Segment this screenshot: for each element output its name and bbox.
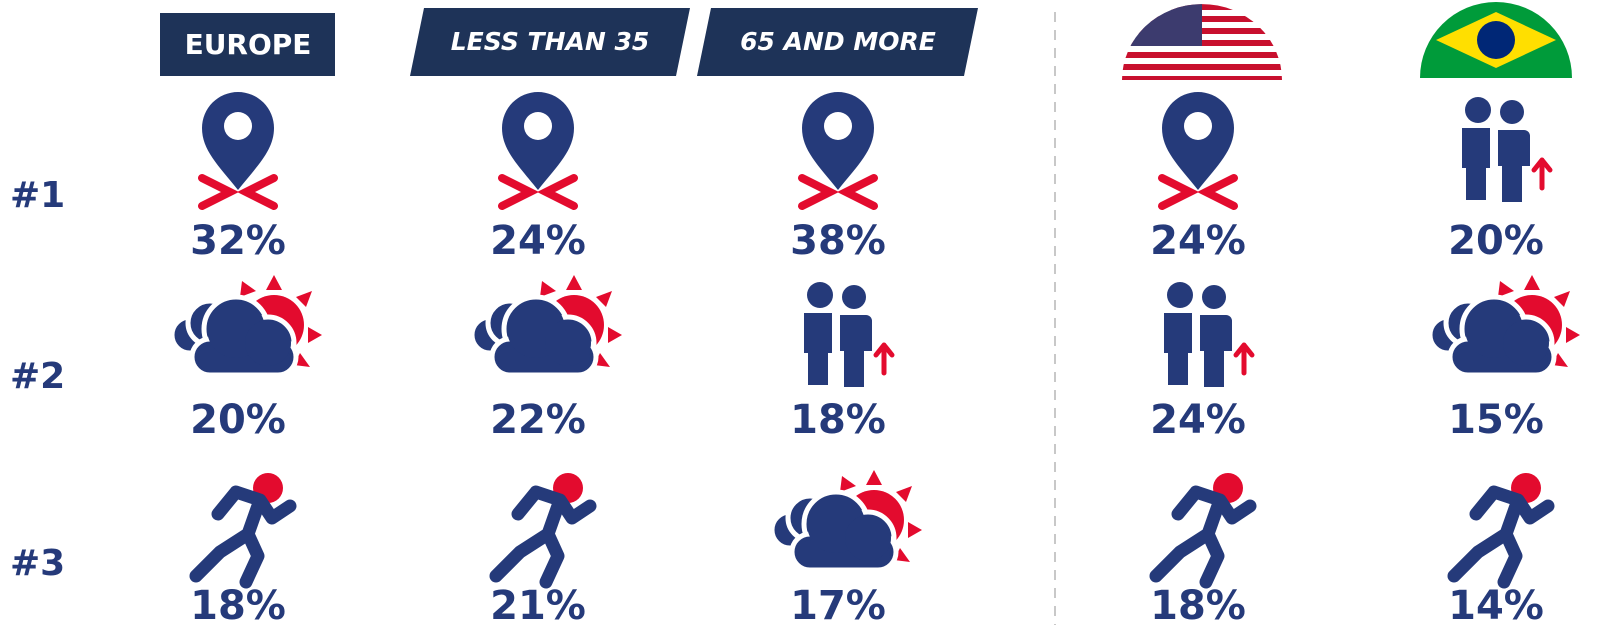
icon-cloud bbox=[772, 470, 922, 570]
percent-value: 14% bbox=[1448, 583, 1544, 629]
percent-value: 20% bbox=[1448, 218, 1544, 264]
header-box bbox=[697, 8, 978, 76]
percent-value: 24% bbox=[1150, 218, 1246, 264]
percent-value: 22% bbox=[490, 397, 586, 443]
icon-pin bbox=[202, 92, 274, 206]
percent-value: 38% bbox=[790, 218, 886, 264]
percent-value: 18% bbox=[790, 397, 886, 443]
icon-cloud bbox=[1430, 275, 1580, 375]
icon-runner bbox=[496, 473, 590, 582]
percent-value: 21% bbox=[490, 583, 586, 629]
icon-pin bbox=[1162, 92, 1234, 206]
icon-people bbox=[804, 282, 892, 387]
percent-value: 18% bbox=[1150, 583, 1246, 629]
header-box bbox=[410, 8, 690, 76]
icon-runner bbox=[1156, 473, 1250, 582]
icon-pin bbox=[502, 92, 574, 206]
header-label: EUROPE bbox=[185, 28, 312, 61]
percent-value: 24% bbox=[1150, 397, 1246, 443]
header-label: LESS THAN 35 bbox=[451, 27, 650, 56]
rank-label: #3 bbox=[10, 543, 65, 584]
header-box bbox=[160, 13, 335, 76]
header-label: 65 AND MORE bbox=[740, 27, 936, 56]
icon-cloud bbox=[172, 275, 322, 375]
icon-people bbox=[1164, 282, 1252, 387]
rank-label: #2 bbox=[10, 356, 65, 397]
percent-value: 24% bbox=[490, 218, 586, 264]
rank-label: #1 bbox=[10, 175, 65, 216]
percent-value: 15% bbox=[1448, 397, 1544, 443]
us-flag bbox=[1122, 4, 1282, 81]
icon-cloud bbox=[472, 275, 622, 375]
icon-runner bbox=[196, 473, 290, 582]
percent-value: 17% bbox=[790, 583, 886, 629]
icon-people bbox=[1462, 97, 1550, 202]
icon-runner bbox=[1454, 473, 1548, 582]
icon-pin bbox=[802, 92, 874, 206]
percent-value: 32% bbox=[190, 218, 286, 264]
percent-value: 20% bbox=[190, 397, 286, 443]
brazil-flag bbox=[1420, 2, 1572, 78]
percent-value: 18% bbox=[190, 583, 286, 629]
